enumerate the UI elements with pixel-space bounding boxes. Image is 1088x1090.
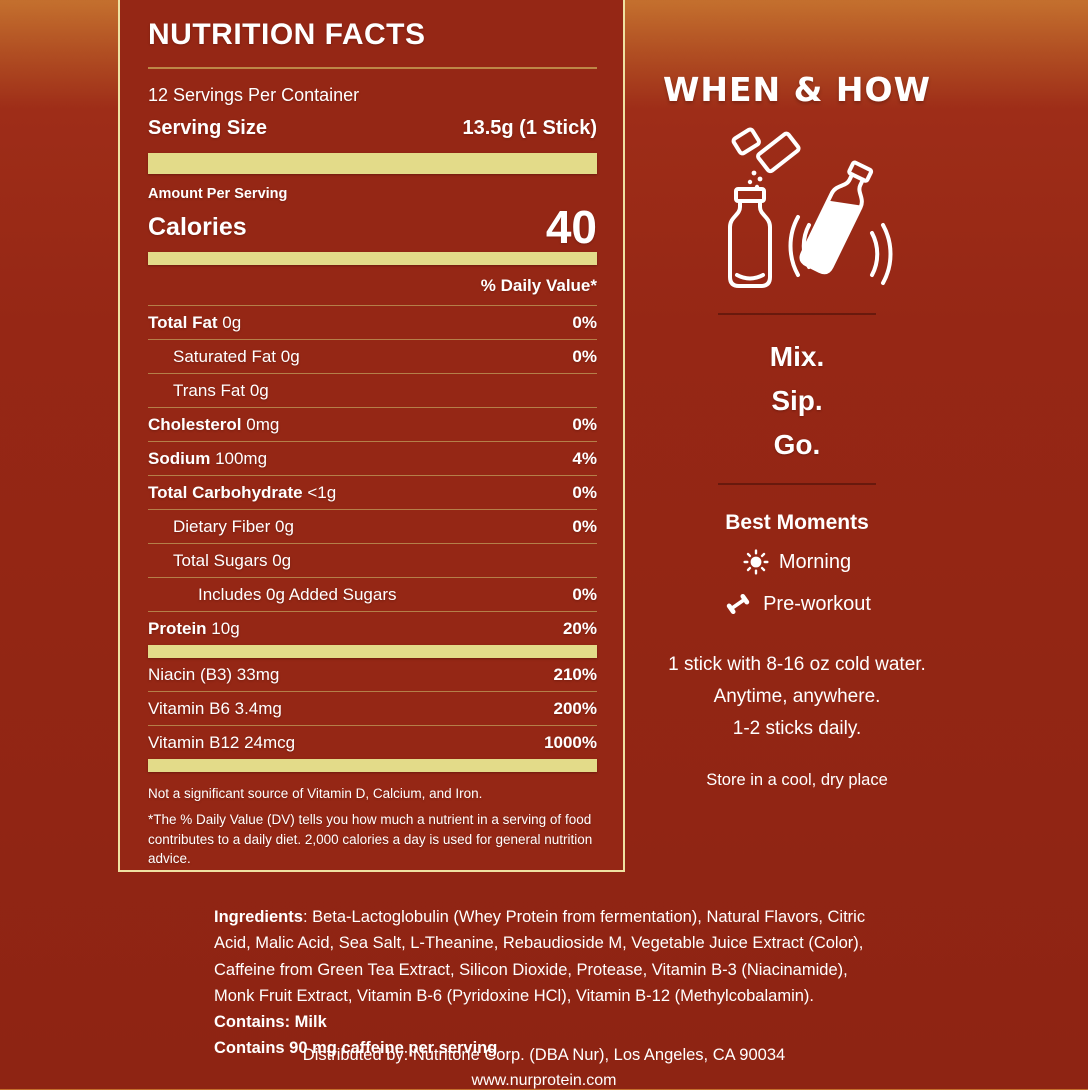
best-moment-item: Morning (647, 549, 947, 575)
stick-packet-icon (731, 127, 801, 174)
ingredients-label: Ingredients (214, 908, 303, 926)
separator-bar (148, 645, 597, 658)
contains-allergen-line: Contains: Milk (214, 1013, 327, 1032)
servings-per-container: 12 Servings Per Container (148, 85, 360, 105)
mix-instructions-illustration (647, 125, 947, 297)
distributor-line: Distributed by: Nutritone Corp. (DBA Nur… (302, 1046, 786, 1064)
moments-list: Morning Pre-workout (647, 549, 947, 619)
step-label: Sip. (771, 385, 823, 416)
best-moments-title: Best Moments (725, 511, 869, 534)
best-moment-label: Morning (778, 550, 852, 573)
when-and-how-section: WHEN & HOW (647, 0, 947, 790)
separator-bar (148, 252, 597, 265)
usage-line: Anytime, anywhere. (713, 686, 881, 707)
section-divider (718, 313, 876, 315)
usage-line: 1-2 sticks daily. (732, 718, 862, 739)
panel-title: NUTRITION FACTS (148, 18, 426, 51)
calories-row: Calories 40 (148, 201, 597, 253)
ingredients-block: Ingredients: Beta-Lactoglobulin (Whey Pr… (214, 904, 878, 1062)
footnote-not-significant: Not a significant source of Vitamin D, C… (148, 786, 483, 801)
when-and-how-title: WHEN & HOW (662, 70, 931, 109)
serving-size-value: 13.5g (1 Stick) (462, 117, 597, 139)
nutrition-facts-panel: NUTRITION FACTS 12 Servings Per Containe… (118, 0, 625, 872)
nutrient-row: Total Sugars 0g (148, 543, 597, 577)
nutrient-row: Sodium 100mg 4% (148, 441, 597, 475)
best-moment-label: Pre-workout (763, 592, 871, 615)
separator-bar (148, 759, 597, 772)
website-url: www.nurprotein.com (471, 1072, 617, 1089)
separator-bar (148, 153, 597, 174)
step-label: Mix. (769, 341, 825, 372)
amount-per-serving-label: Amount Per Serving (148, 186, 288, 202)
nutrient-row: Saturated Fat 0g 0% (148, 339, 597, 373)
ingredients-text: : Beta-Lactoglobulin (Whey Protein from … (214, 908, 866, 1005)
nutrient-row: Trans Fat 0g (148, 373, 597, 407)
serving-size-row: Serving Size 13.5g (1 Stick) (148, 117, 597, 140)
vitamin-row: Niacin (B3) 33mg 210% (148, 664, 597, 684)
calories-value: 40 (545, 201, 597, 253)
section-divider (718, 483, 876, 485)
nutrient-row: Protein 10g 20% (148, 611, 597, 645)
title-divider (148, 67, 597, 69)
vitamin-row: Vitamin B6 3.4mg 200% (148, 691, 597, 725)
nutrient-row: Dietary Fiber 0g 0% (148, 509, 597, 543)
step-label: Go. (773, 429, 821, 460)
shake-bottle-icon (788, 160, 893, 285)
calories-label: Calories (148, 212, 247, 241)
vitamin-row: Vitamin B12 24mcg 1000% (148, 725, 597, 759)
best-moment-item: Pre-workout (647, 589, 947, 619)
footnote-daily-value: *The % Daily Value (DV) tells you how mu… (148, 812, 593, 866)
steps-list: Mix. Sip. Go. (647, 335, 947, 467)
bottle-icon (728, 187, 772, 288)
usage-line: 1 stick with 8-16 oz cold water. (668, 654, 926, 675)
nutrient-row: Total Carbohydrate <1g 0% (148, 475, 597, 509)
sun-icon (743, 549, 769, 575)
caffeine-line: Contains 90 mg caffeine per serving (214, 1039, 498, 1058)
nutrient-row: Includes 0g Added Sugars 0% (148, 577, 597, 611)
serving-size-label: Serving Size (148, 117, 267, 139)
nutrient-rows: Total Fat 0g 0% Saturated Fat 0g 0% Trans Fa… (148, 305, 597, 645)
usage-instructions: 1 stick with 8-16 oz cold water. Anytime,… (647, 649, 947, 745)
daily-value-header: % Daily Value* (480, 276, 597, 295)
storage-instruction: Store in a cool, dry place (706, 771, 888, 789)
nutrient-row: Total Fat 0g 0% (148, 305, 597, 339)
vitamin-rows: Niacin (B3) 33mg 210% Vitamin B6 3.4mg 200%… (148, 658, 597, 759)
dumbbell-icon (723, 589, 753, 619)
nutrient-row: Cholesterol 0mg 0% (148, 407, 597, 441)
